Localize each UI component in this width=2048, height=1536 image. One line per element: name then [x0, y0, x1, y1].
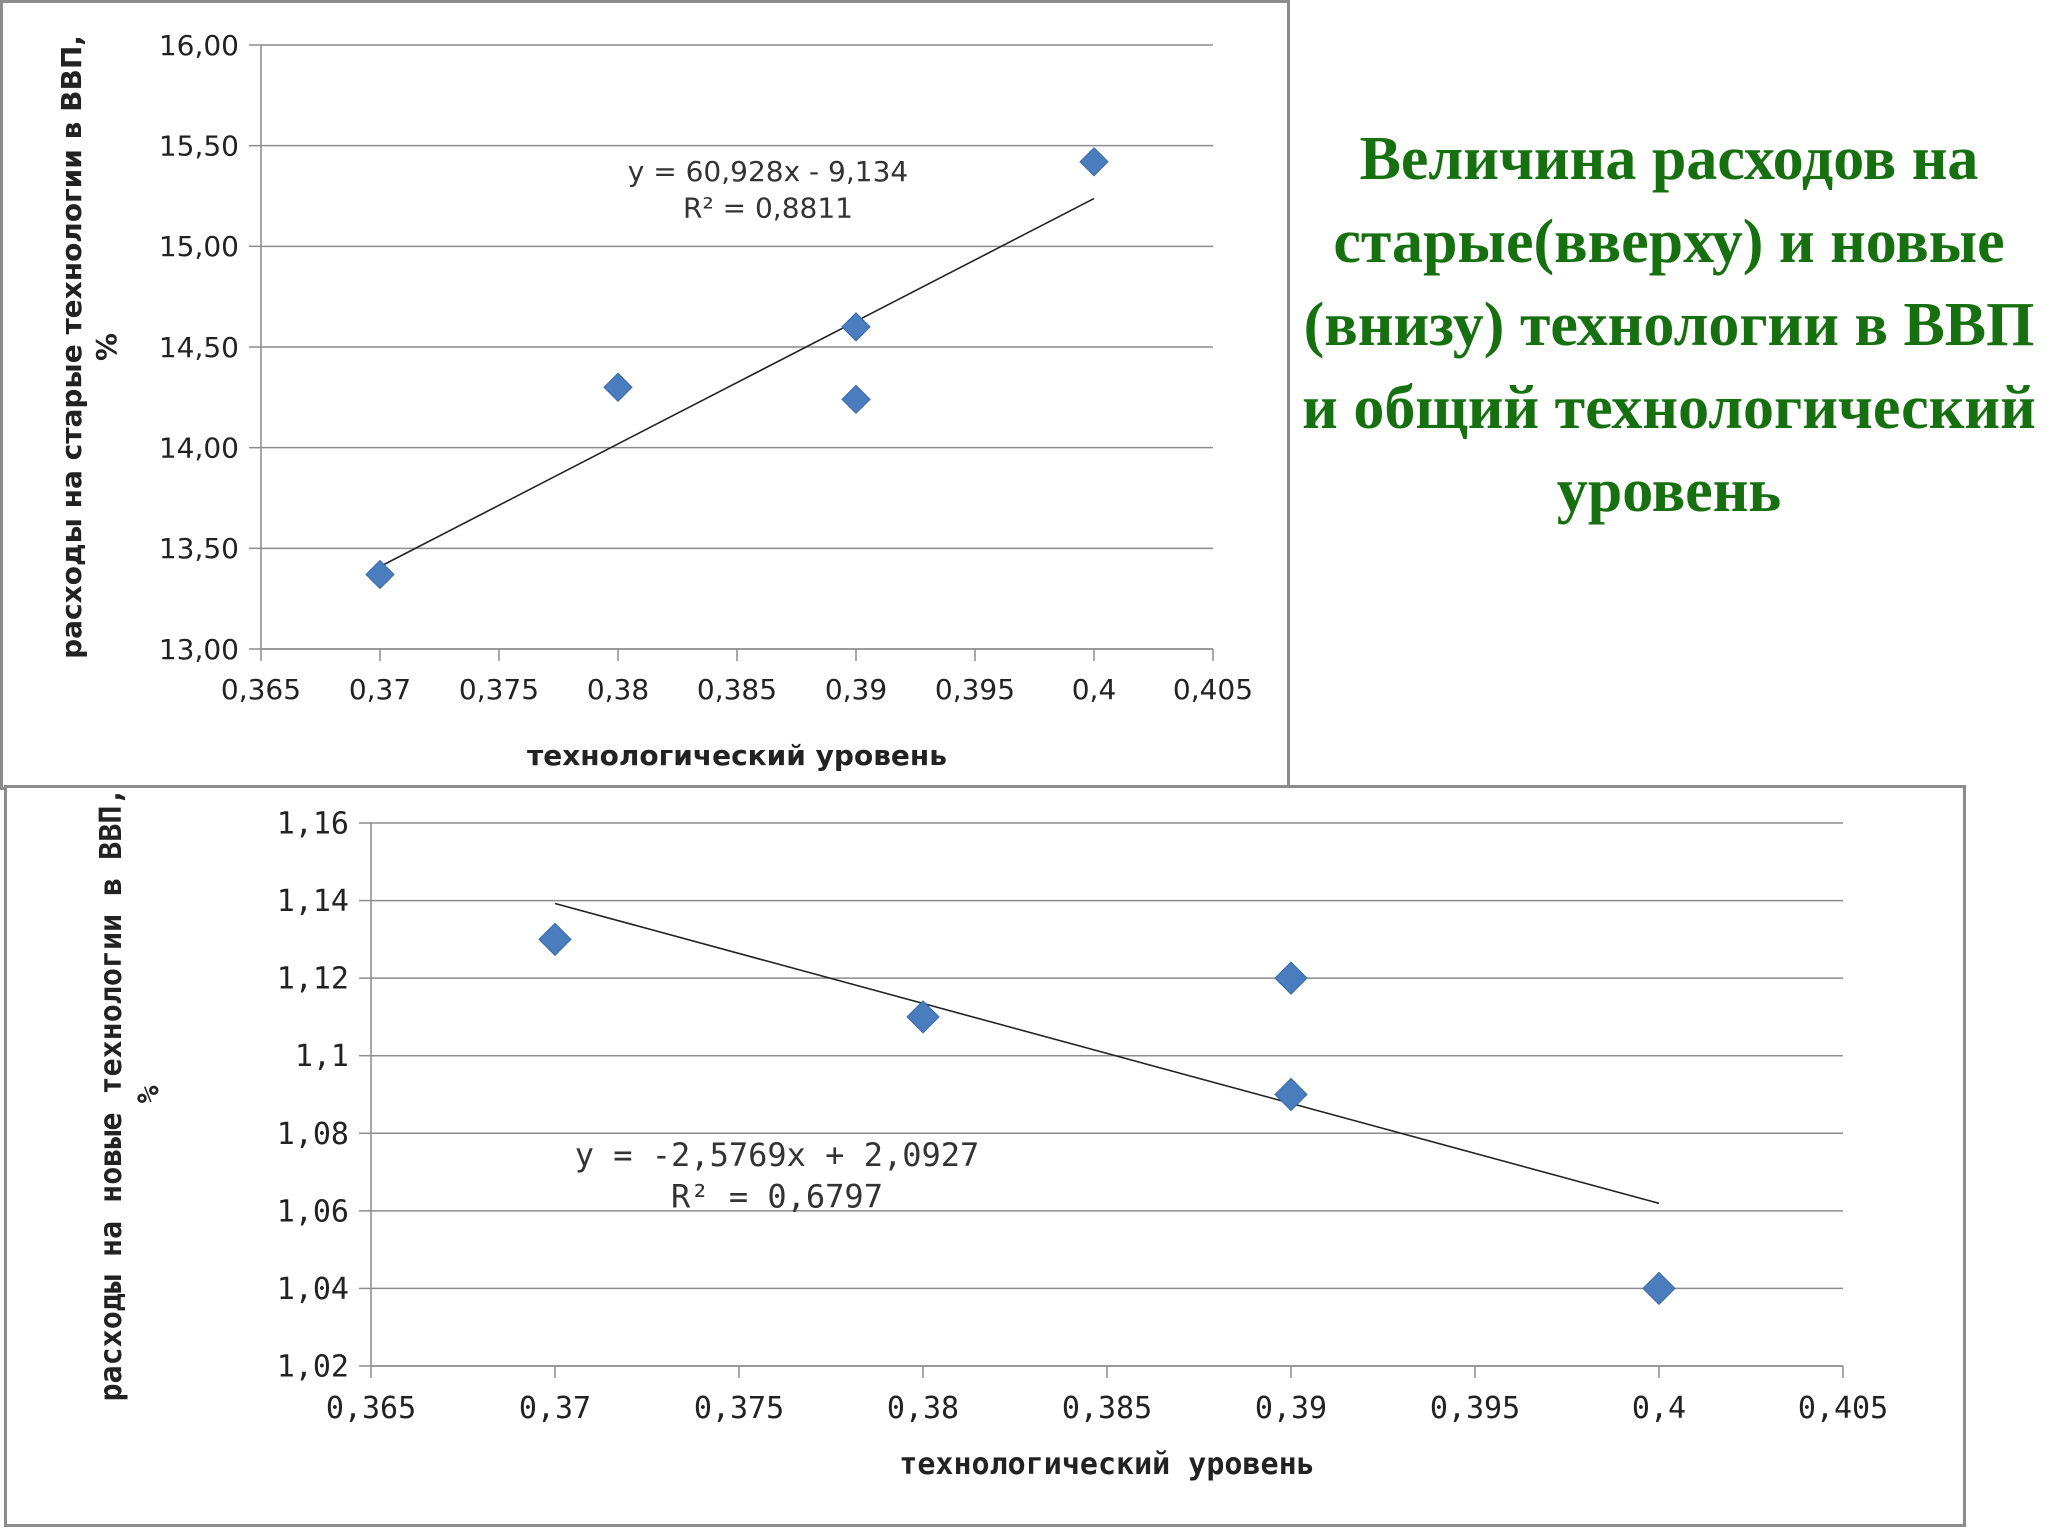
y-axis-title: расходы на старые технологии в ВВП,% — [55, 35, 123, 659]
x-tick-label: 0,365 — [221, 673, 301, 706]
y-tick-label: 1,06 — [277, 1194, 349, 1229]
chart-panel-old-tech: 13,00 13,50 14,00 14,50 15,00 15,50 16,00 0,365… — [0, 0, 1290, 790]
y-tick-label: 1,04 — [277, 1272, 349, 1307]
y-axis-title: расходы на новые технологии в ВВП,% — [94, 788, 167, 1402]
chart-old-tech: 13,00 13,50 14,00 14,50 15,00 15,50 16,00 0,365… — [55, 29, 1253, 772]
x-tick-label: 0,375 — [459, 673, 539, 706]
x-axis-title: технологический уровень — [527, 739, 947, 772]
y-tick-label: 1,08 — [277, 1117, 349, 1152]
chart-new-tech: 1,02 1,04 1,06 1,08 1,1 1,12 1,14 1,16 0,365 0,37… — [94, 788, 1888, 1482]
x-tick-label: 0,395 — [935, 673, 1015, 706]
trendline — [554, 902, 1660, 1205]
x-tick-label: 0,375 — [694, 1391, 784, 1426]
data-point — [906, 1000, 940, 1034]
data-point — [841, 384, 871, 415]
x-tick-label: 0,4 — [1632, 1391, 1686, 1426]
x-axis-title: технологический уровень — [899, 1447, 1314, 1482]
y-tick-label: 1,12 — [277, 962, 349, 997]
x-tick-label: 0,37 — [519, 1391, 591, 1426]
x-tick-label: 0,4 — [1072, 673, 1117, 706]
r-squared-label: R² = 0,8811 — [683, 191, 853, 224]
y-tick-label: 13,00 — [159, 633, 239, 666]
trendline-equation: y = 60,928x - 9,134 — [628, 155, 908, 188]
y-axis-title-unit: % — [132, 1085, 167, 1103]
y-tick-label: 15,00 — [159, 230, 239, 263]
x-tick-label: 0,395 — [1430, 1391, 1520, 1426]
r-squared-label: R² = 0,6797 — [671, 1178, 883, 1216]
x-tick-label: 0,385 — [1062, 1391, 1152, 1426]
y-tick-label: 1,16 — [277, 807, 349, 842]
x-tick-label: 0,385 — [697, 673, 777, 706]
y-tick-label: 1,14 — [277, 884, 349, 919]
y-tick-label: 13,50 — [159, 532, 239, 565]
x-tick-label: 0,38 — [887, 1391, 959, 1426]
y-axis-title-unit: % — [90, 333, 123, 361]
y-axis-title-line: расходы на старые технологии в ВВП, — [55, 35, 88, 659]
y-axis-title-line: расходы на новые технологии в ВВП, — [94, 788, 129, 1402]
data-point — [538, 922, 572, 957]
y-tick-label: 14,00 — [159, 431, 239, 464]
data-point — [841, 312, 871, 342]
trendline — [379, 197, 1095, 568]
y-tick-label: 14,50 — [159, 331, 239, 364]
data-point — [1642, 1271, 1676, 1306]
x-tick-label: 0,365 — [326, 1391, 416, 1426]
x-tick-label: 0,405 — [1173, 673, 1253, 706]
y-tick-label: 15,50 — [159, 129, 239, 162]
chart-panel-new-tech: 1,02 1,04 1,06 1,08 1,1 1,12 1,14 1,16 0,365 0,37… — [4, 785, 1966, 1527]
x-tick-label: 0,37 — [349, 673, 411, 706]
trendline-equation: y = -2,5769x + 2,0927 — [575, 1136, 980, 1174]
y-tick-label: 1,02 — [277, 1350, 349, 1385]
x-tick-label: 0,405 — [1798, 1391, 1888, 1426]
data-point — [365, 559, 395, 590]
x-tick-label: 0,39 — [1255, 1391, 1327, 1426]
y-tick-label: 1,1 — [295, 1039, 349, 1074]
data-point — [603, 372, 633, 402]
y-tick-label: 16,00 — [159, 29, 239, 62]
x-tick-label: 0,38 — [587, 673, 649, 706]
x-tick-label: 0,39 — [825, 673, 887, 706]
slide-title: Величина расходов на старые(вверху) и но… — [1302, 125, 2036, 525]
data-point — [1079, 147, 1109, 177]
data-point — [1274, 1077, 1308, 1112]
data-point — [1274, 961, 1308, 995]
